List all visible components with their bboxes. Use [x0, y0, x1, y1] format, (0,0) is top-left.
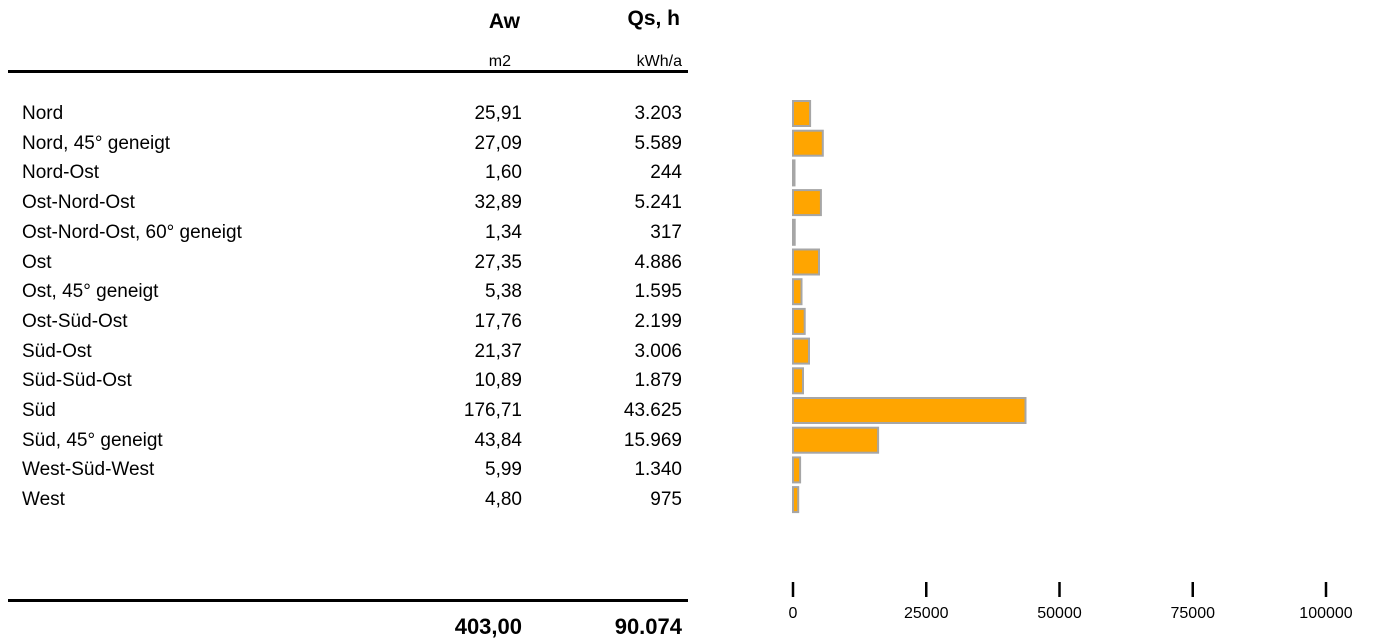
unit-aw: m2	[488, 53, 511, 70]
row-aw: 43,84	[474, 429, 522, 451]
row-aw: 10,89	[474, 370, 522, 392]
bar-6	[792, 278, 803, 306]
bar-5	[792, 248, 820, 276]
bar-11	[792, 426, 880, 454]
bar-10	[792, 397, 1027, 424]
row-qs: 1.595	[634, 281, 682, 303]
row-aw: 5,38	[485, 281, 522, 303]
row-qs: 4.886	[634, 251, 682, 273]
bar-8	[792, 337, 810, 365]
row-label: West-Süd-West	[22, 459, 155, 481]
row-qs: 1.340	[634, 459, 682, 481]
row-qs: 5.589	[634, 132, 682, 154]
row-qs: 15.969	[623, 429, 682, 451]
row-aw: 27,09	[474, 132, 522, 154]
x-tick-label: 50000	[1037, 605, 1082, 622]
row-aw: 25,91	[474, 103, 522, 124]
row-label: Ost-Süd-Ost	[22, 310, 128, 332]
row-label: Süd	[22, 400, 56, 421]
bar-7	[792, 307, 806, 335]
row-label: Ost-Nord-Ost, 60° geneigt	[22, 221, 242, 243]
row-qs: 3.203	[634, 103, 682, 124]
row-label: Ost-Nord-Ost	[22, 192, 135, 214]
x-tick-label: 0	[789, 605, 798, 622]
row-aw: 27,35	[474, 251, 522, 273]
bar-13	[792, 486, 800, 514]
row-label: Nord-Ost	[22, 162, 100, 184]
total-aw: 403,00	[454, 614, 522, 639]
row-aw: 17,76	[474, 310, 522, 332]
row-qs: 5.241	[634, 192, 682, 214]
row-qs: 43.625	[623, 400, 682, 421]
row-label: Ost, 45° geneigt	[22, 281, 159, 303]
bar-9	[792, 367, 804, 395]
x-tick-label: 75000	[1171, 605, 1216, 622]
row-label: West	[22, 489, 65, 511]
row-qs: 317	[650, 221, 682, 243]
row-aw: 1,60	[485, 162, 522, 184]
x-tick-label: 25000	[904, 605, 949, 622]
row-aw: 1,34	[485, 221, 522, 243]
row-label: Süd-Ost	[22, 340, 92, 362]
row-qs: 2.199	[634, 310, 682, 332]
row-label: Ost	[22, 251, 52, 273]
total-qs: 90.074	[614, 614, 682, 639]
row-label: Süd-Süd-Ost	[22, 370, 132, 392]
header-divider	[8, 70, 688, 73]
bar-0	[792, 100, 812, 127]
row-label: Nord	[22, 103, 64, 124]
row-aw: 32,89	[474, 192, 522, 214]
row-aw: 4,80	[485, 489, 522, 511]
row-qs: 1.879	[634, 370, 682, 392]
row-label: Süd, 45° geneigt	[22, 429, 163, 451]
bar-4	[792, 218, 796, 246]
bar-12	[792, 456, 802, 484]
bar-3	[792, 189, 822, 217]
row-aw: 176,71	[463, 400, 522, 421]
row-qs: 244	[650, 162, 682, 184]
bar-2	[792, 159, 796, 187]
unit-qs: kWh/a	[636, 53, 682, 70]
total-divider	[8, 599, 688, 602]
header-qs: Qs, h	[627, 7, 680, 30]
row-aw: 5,99	[485, 459, 522, 481]
bar-1	[792, 129, 824, 157]
row-label: Nord, 45° geneigt	[22, 132, 171, 154]
row-qs: 975	[650, 489, 682, 511]
row-qs: 3.006	[634, 340, 682, 362]
x-tick-label: 100000	[1299, 605, 1352, 622]
row-aw: 21,37	[474, 340, 522, 362]
header-aw: Aw	[488, 10, 520, 33]
